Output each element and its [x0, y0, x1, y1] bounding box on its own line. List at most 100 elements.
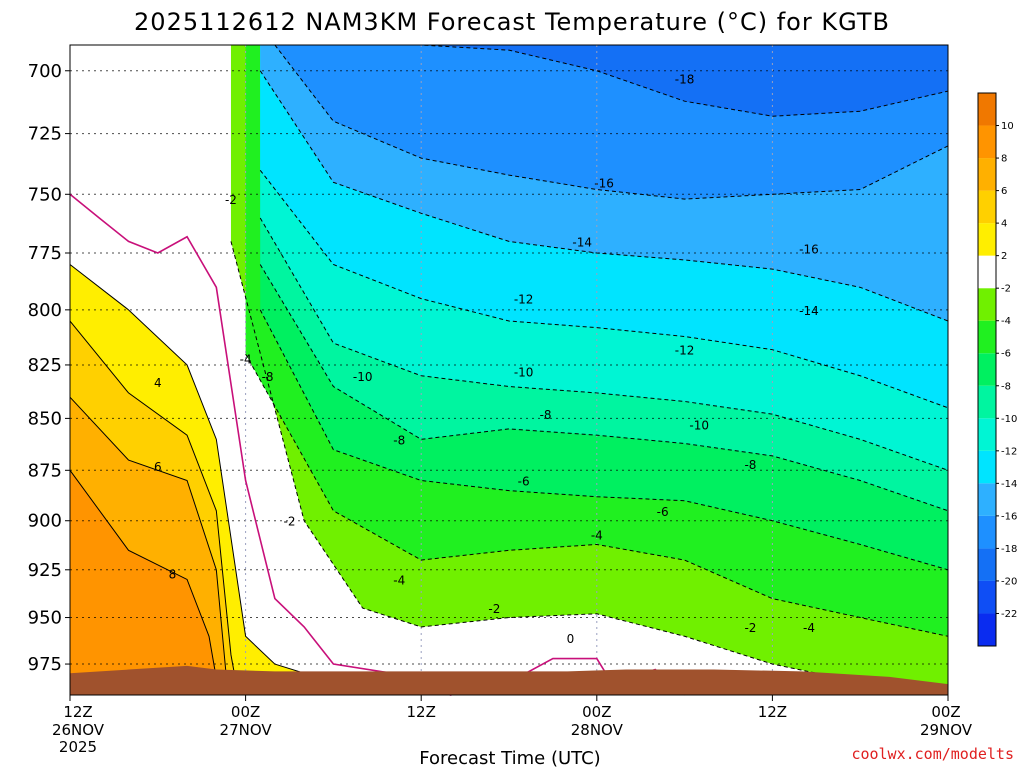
colorbar-swatch	[978, 450, 996, 484]
colorbar-swatch	[978, 223, 996, 256]
y-tick-label: 950	[28, 608, 62, 629]
contour-label: -14	[572, 235, 592, 249]
colorbar-tick-label: 6	[1001, 186, 1007, 197]
y-tick-label: 775	[28, 243, 62, 264]
y-tick-label: 825	[28, 355, 62, 376]
contour-line--16	[274, 44, 949, 200]
contour-label: -4	[240, 352, 252, 366]
colorbar-swatch	[978, 548, 996, 581]
contour-label: -4	[803, 621, 815, 635]
x-tick-date: 29NOV	[920, 721, 973, 739]
colorbar-swatch	[978, 613, 996, 646]
colorbar-tick-label: -6	[1001, 349, 1011, 360]
y-tick-label: 750	[28, 184, 62, 205]
contour-line-6	[69, 396, 229, 696]
contour-label: -2	[744, 621, 756, 635]
contour-label: -6	[657, 505, 669, 519]
x-tick-time: 00Z	[231, 703, 260, 721]
contour-label: -14	[799, 304, 819, 318]
contour-label: -16	[799, 242, 819, 256]
y-tick-label: 725	[28, 124, 62, 145]
y-axis: 700 725 750 775 800 825 850 875 900 925 950 975	[28, 61, 70, 675]
grid-lines	[70, 45, 948, 695]
colorbar-tick-label: 10	[1001, 121, 1014, 132]
contour-label: -4	[591, 529, 603, 543]
colorbar-swatch	[978, 255, 996, 289]
contour-label: -16	[594, 176, 614, 190]
contour-label: -18	[675, 72, 695, 86]
contour-label: -4	[393, 573, 405, 587]
contour-line--14	[259, 70, 949, 322]
contour-line--6	[259, 309, 949, 571]
x-tick-time: 00Z	[931, 703, 960, 721]
contour-label: -2	[225, 193, 237, 207]
y-tick-label: 800	[28, 300, 62, 321]
contour-line--8	[259, 264, 949, 512]
contour-label: 4	[154, 376, 162, 390]
colorbar-tick-label: -20	[1001, 576, 1017, 587]
contour-lines	[69, 44, 949, 696]
temperature-region-8	[70, 470, 220, 695]
x-tick-time: 12Z	[63, 703, 92, 721]
contour-label: -8	[540, 408, 552, 422]
colorbar-swatch	[978, 385, 996, 419]
colorbar-swatch	[978, 288, 996, 321]
y-tick-label: 700	[28, 61, 62, 82]
colorbar-frame	[977, 92, 997, 647]
plot-frame	[69, 44, 949, 696]
x-axis-label: Forecast Time (UTC)	[419, 748, 600, 768]
x-tick-date: 27NOV	[220, 721, 273, 739]
y-tick-label: 875	[28, 460, 62, 481]
credit-text[interactable]: coolwx.com/modelts	[851, 745, 1014, 763]
colorbar-tick-label: 2	[1001, 251, 1007, 262]
colorbar-tick-label: -12	[1001, 446, 1017, 457]
contour-label: -10	[514, 365, 534, 379]
contour-line--12	[259, 169, 949, 409]
temperature-fill-layer	[70, 45, 949, 695]
colorbar-tick-label: -2	[1001, 284, 1011, 295]
contour-label: -10	[689, 419, 709, 433]
colorbar-tick-label: -14	[1001, 479, 1017, 490]
colorbar-swatch	[978, 483, 996, 516]
x-tick-time: 00Z	[582, 703, 611, 721]
colorbar-swatch	[978, 418, 996, 451]
colorbar-swatch	[978, 353, 996, 386]
contour-line-8	[69, 470, 220, 696]
colorbar-swatch	[978, 580, 996, 614]
y-tick-label: 975	[28, 654, 62, 675]
contour-line--4	[245, 353, 949, 637]
contour-line--10	[259, 217, 949, 471]
contour-label: -10	[353, 370, 373, 384]
colorbar-tick-label: -8	[1001, 381, 1011, 392]
y-tick-label: 900	[28, 511, 62, 532]
contour-labels: -18 -16 -16 -14 -14 -12 -12 -10 -10 -10 -8 -8 -8 -8 -6…	[154, 72, 819, 646]
contour-label: -2	[488, 602, 500, 616]
y-tick-label: 925	[28, 560, 62, 581]
contour-label: -12	[514, 293, 534, 307]
colorbar-swatch	[978, 125, 996, 159]
colorbar-swatch	[978, 515, 996, 549]
y-tick-label: 850	[28, 408, 62, 429]
colorbar-tick-label: -18	[1001, 544, 1017, 555]
colorbar-swatch	[978, 158, 996, 191]
contour-label: -8	[393, 433, 405, 447]
colorbar-tick-label: -10	[1001, 414, 1017, 425]
terrain-fill	[70, 665, 948, 695]
contour-line--18	[333, 44, 949, 117]
contour-label: -8	[262, 370, 274, 384]
x-tick-time: 12Z	[758, 703, 787, 721]
chart-title: 2025112612 NAM3KM Forecast Temperature (…	[134, 8, 890, 36]
contour-line-4	[69, 320, 239, 696]
x-tick-time: 12Z	[407, 703, 436, 721]
colorbar-tick-label: -16	[1001, 511, 1017, 522]
colorbar-swatch	[978, 93, 996, 126]
contour-label: -6	[518, 474, 530, 488]
colorbar-tick-label: 4	[1001, 219, 1007, 230]
freezing-line-0c	[69, 193, 686, 696]
temperature-region--18	[333, 45, 948, 117]
contour-label: 0	[567, 632, 575, 646]
x-tick-date: 28NOV	[571, 721, 624, 739]
